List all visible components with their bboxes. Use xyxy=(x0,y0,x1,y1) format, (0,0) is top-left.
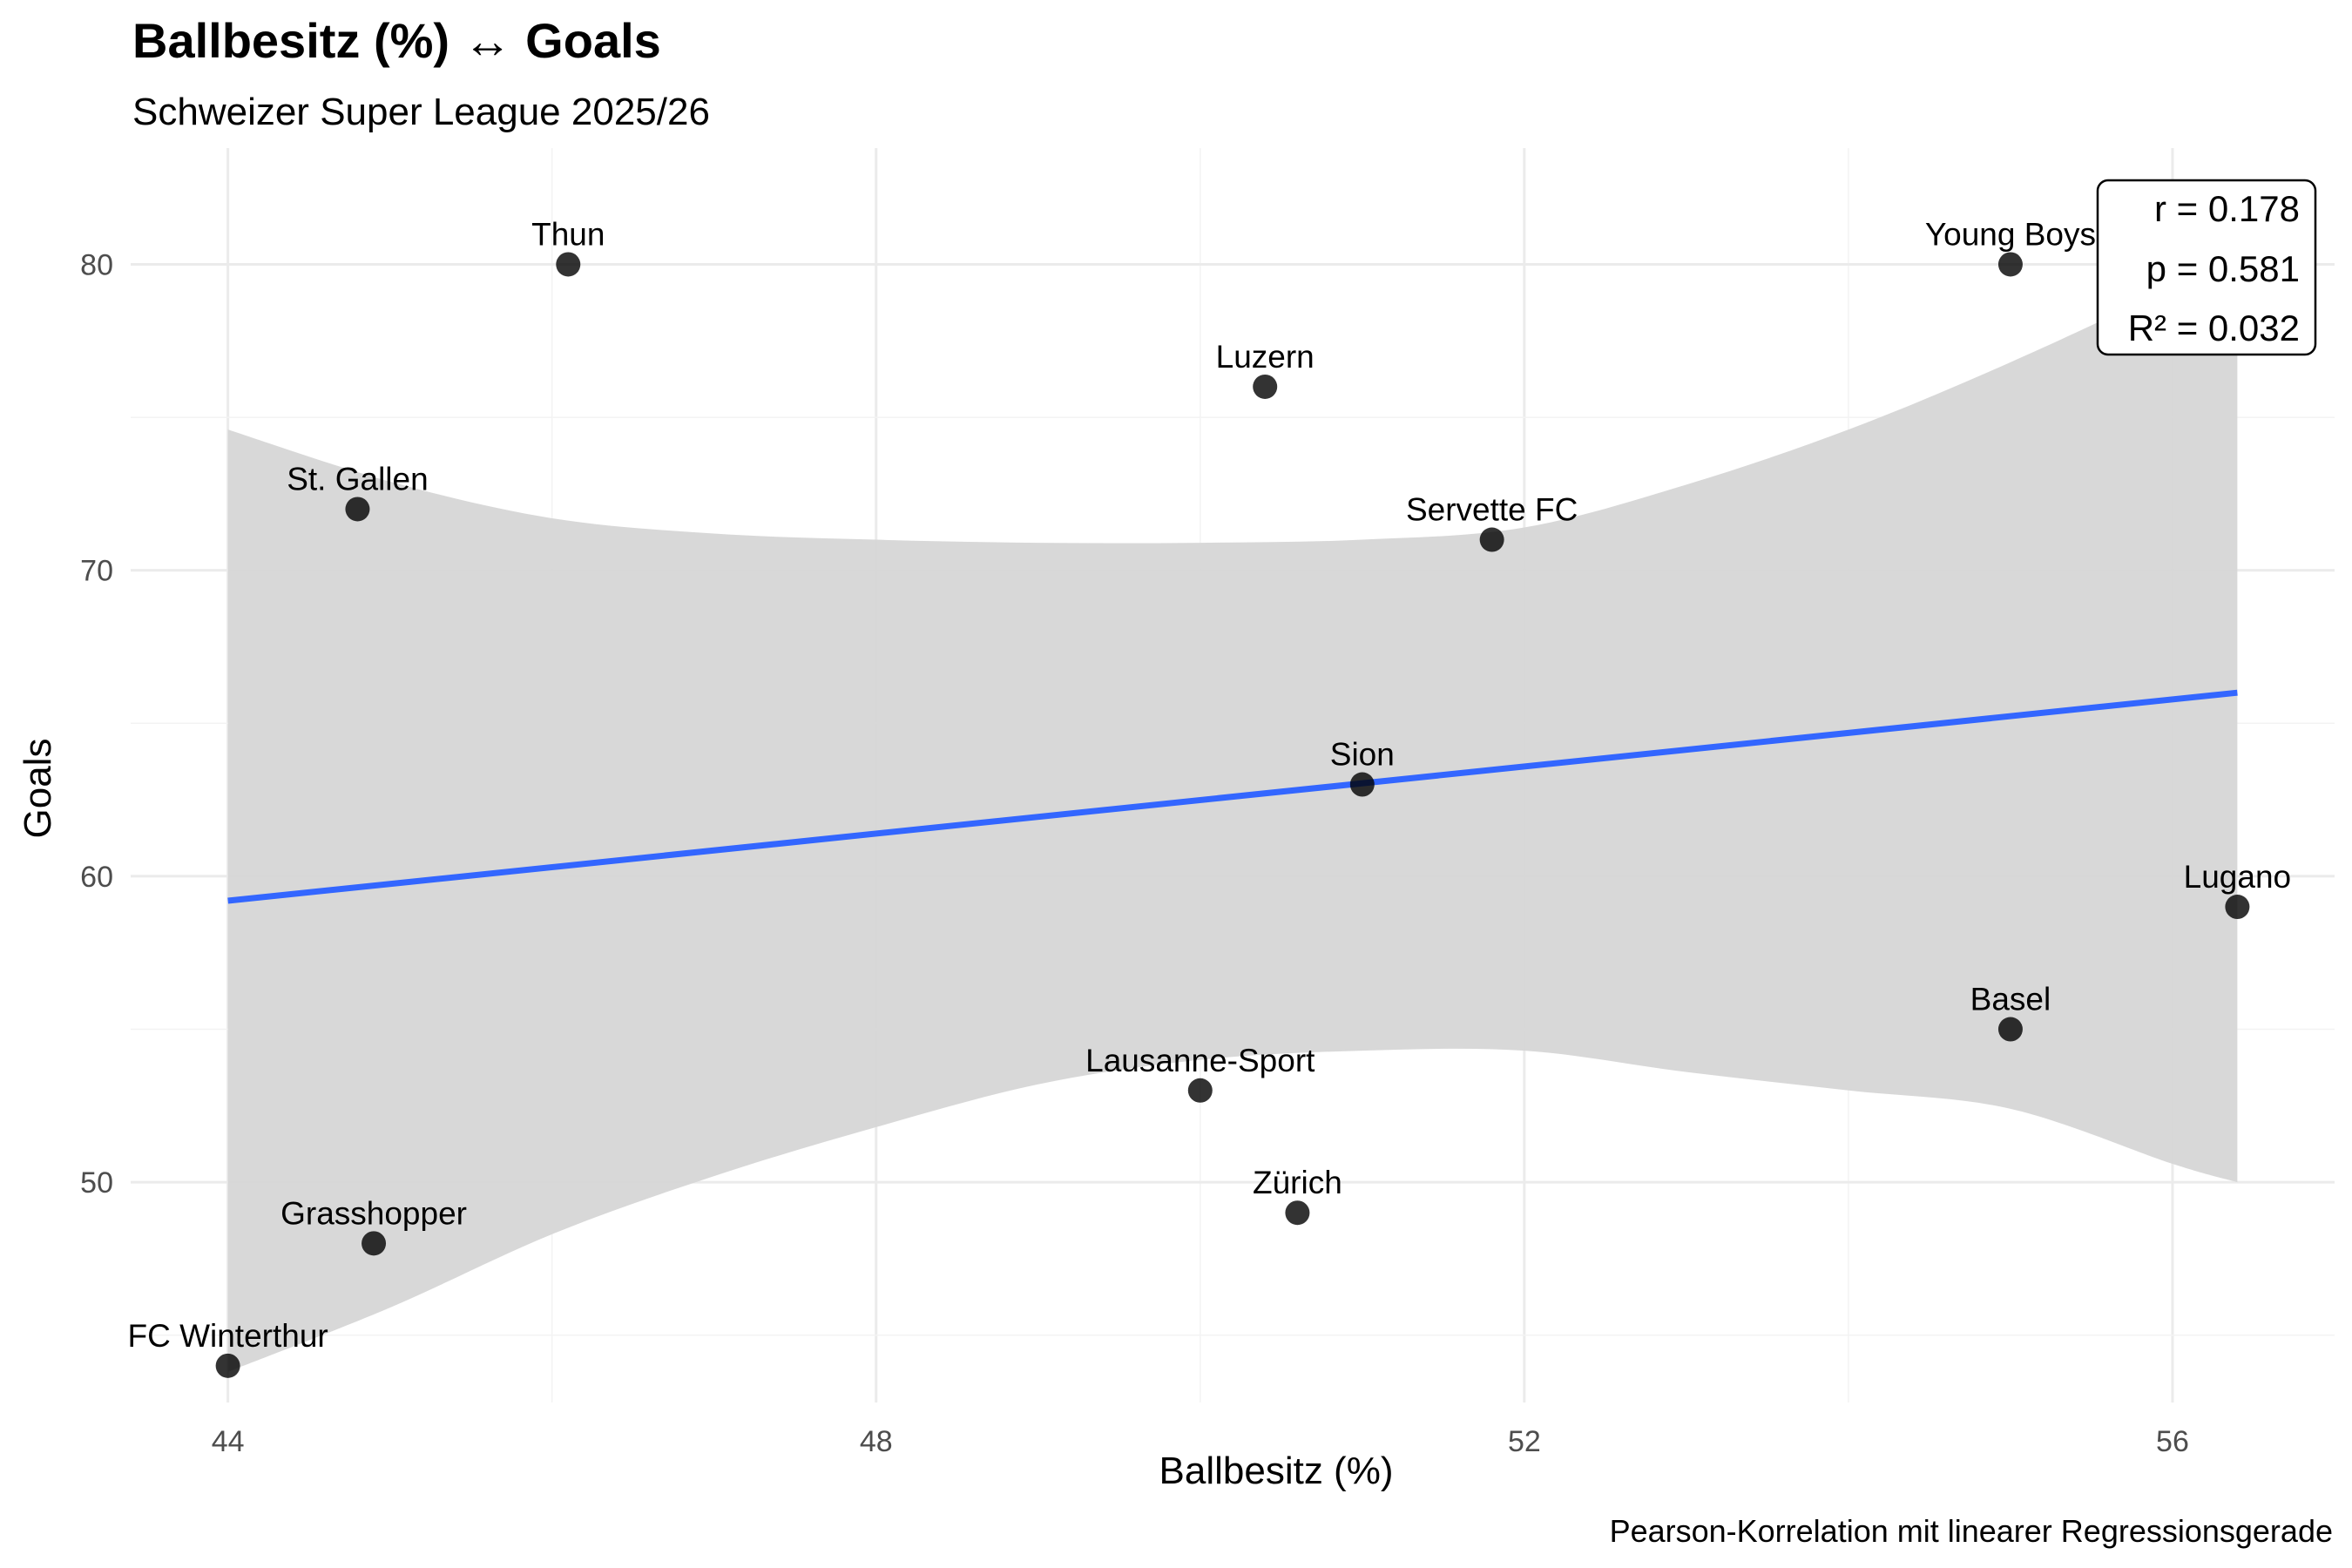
stats-box: r = 0.178 p = 0.581 R² = 0.032 xyxy=(2096,179,2317,356)
point-label: Grasshopper xyxy=(280,1195,467,1231)
point-label: Basel xyxy=(1970,982,2051,1017)
point-labels: Thun Young Boys Luzern St. Gallen Servette F… xyxy=(127,216,2291,1353)
x-axis-title: Ballbesitz (%) xyxy=(1159,1450,1394,1492)
x-tick-label: 48 xyxy=(860,1425,893,1458)
data-point xyxy=(1187,1078,1213,1103)
point-label: Sion xyxy=(1330,737,1395,773)
x-axis-ticks: 44 48 52 56 xyxy=(212,1425,2189,1458)
data-points xyxy=(215,252,2250,1378)
chart-title: Ballbesitz (%) ↔ Goals xyxy=(132,13,661,68)
data-point xyxy=(1479,527,1504,552)
confidence-band xyxy=(227,242,2238,1372)
point-label: Lugano xyxy=(2184,859,2291,895)
y-axis-ticks: 50 60 70 80 xyxy=(80,248,113,1200)
stat-r: r = 0.178 xyxy=(2154,188,2300,229)
data-point xyxy=(1997,252,2023,277)
data-point xyxy=(345,497,370,522)
point-label: FC Winterthur xyxy=(127,1318,328,1354)
confidence-band-area xyxy=(227,242,2238,1372)
point-label: Luzern xyxy=(1216,339,1315,375)
point-label: St. Gallen xyxy=(287,461,428,497)
chart-subtitle: Schweizer Super League 2025/26 xyxy=(132,91,710,133)
x-tick-label: 56 xyxy=(2156,1425,2189,1458)
data-point xyxy=(1349,772,1375,797)
x-tick-label: 52 xyxy=(1508,1425,1541,1458)
y-tick-label: 60 xyxy=(80,861,113,894)
regression-line-path xyxy=(227,689,2238,904)
data-point xyxy=(1997,1017,2023,1042)
data-point xyxy=(215,1353,240,1378)
stat-r2: R² = 0.032 xyxy=(2128,308,2300,348)
y-tick-label: 80 xyxy=(80,248,113,281)
data-point xyxy=(2225,895,2250,920)
chart-caption: Pearson-Korrelation mit linearer Regress… xyxy=(1610,1513,2333,1549)
point-label: Lausanne-Sport xyxy=(1085,1043,1315,1078)
x-tick-label: 44 xyxy=(212,1425,245,1458)
point-label: Thun xyxy=(531,216,605,252)
point-label: Zürich xyxy=(1253,1165,1342,1200)
stats-box-frame xyxy=(2096,179,2317,356)
y-tick-label: 50 xyxy=(80,1166,113,1200)
point-label: Young Boys xyxy=(1925,216,2096,252)
data-point xyxy=(556,252,581,277)
regression-line xyxy=(227,689,2238,904)
data-point xyxy=(1253,374,1278,399)
y-tick-label: 70 xyxy=(80,555,113,588)
data-point xyxy=(362,1231,387,1256)
data-point xyxy=(1285,1200,1310,1226)
y-axis-title: Goals xyxy=(17,739,59,839)
point-label: Servette FC xyxy=(1406,492,1578,528)
stat-p: p = 0.581 xyxy=(2146,248,2300,289)
